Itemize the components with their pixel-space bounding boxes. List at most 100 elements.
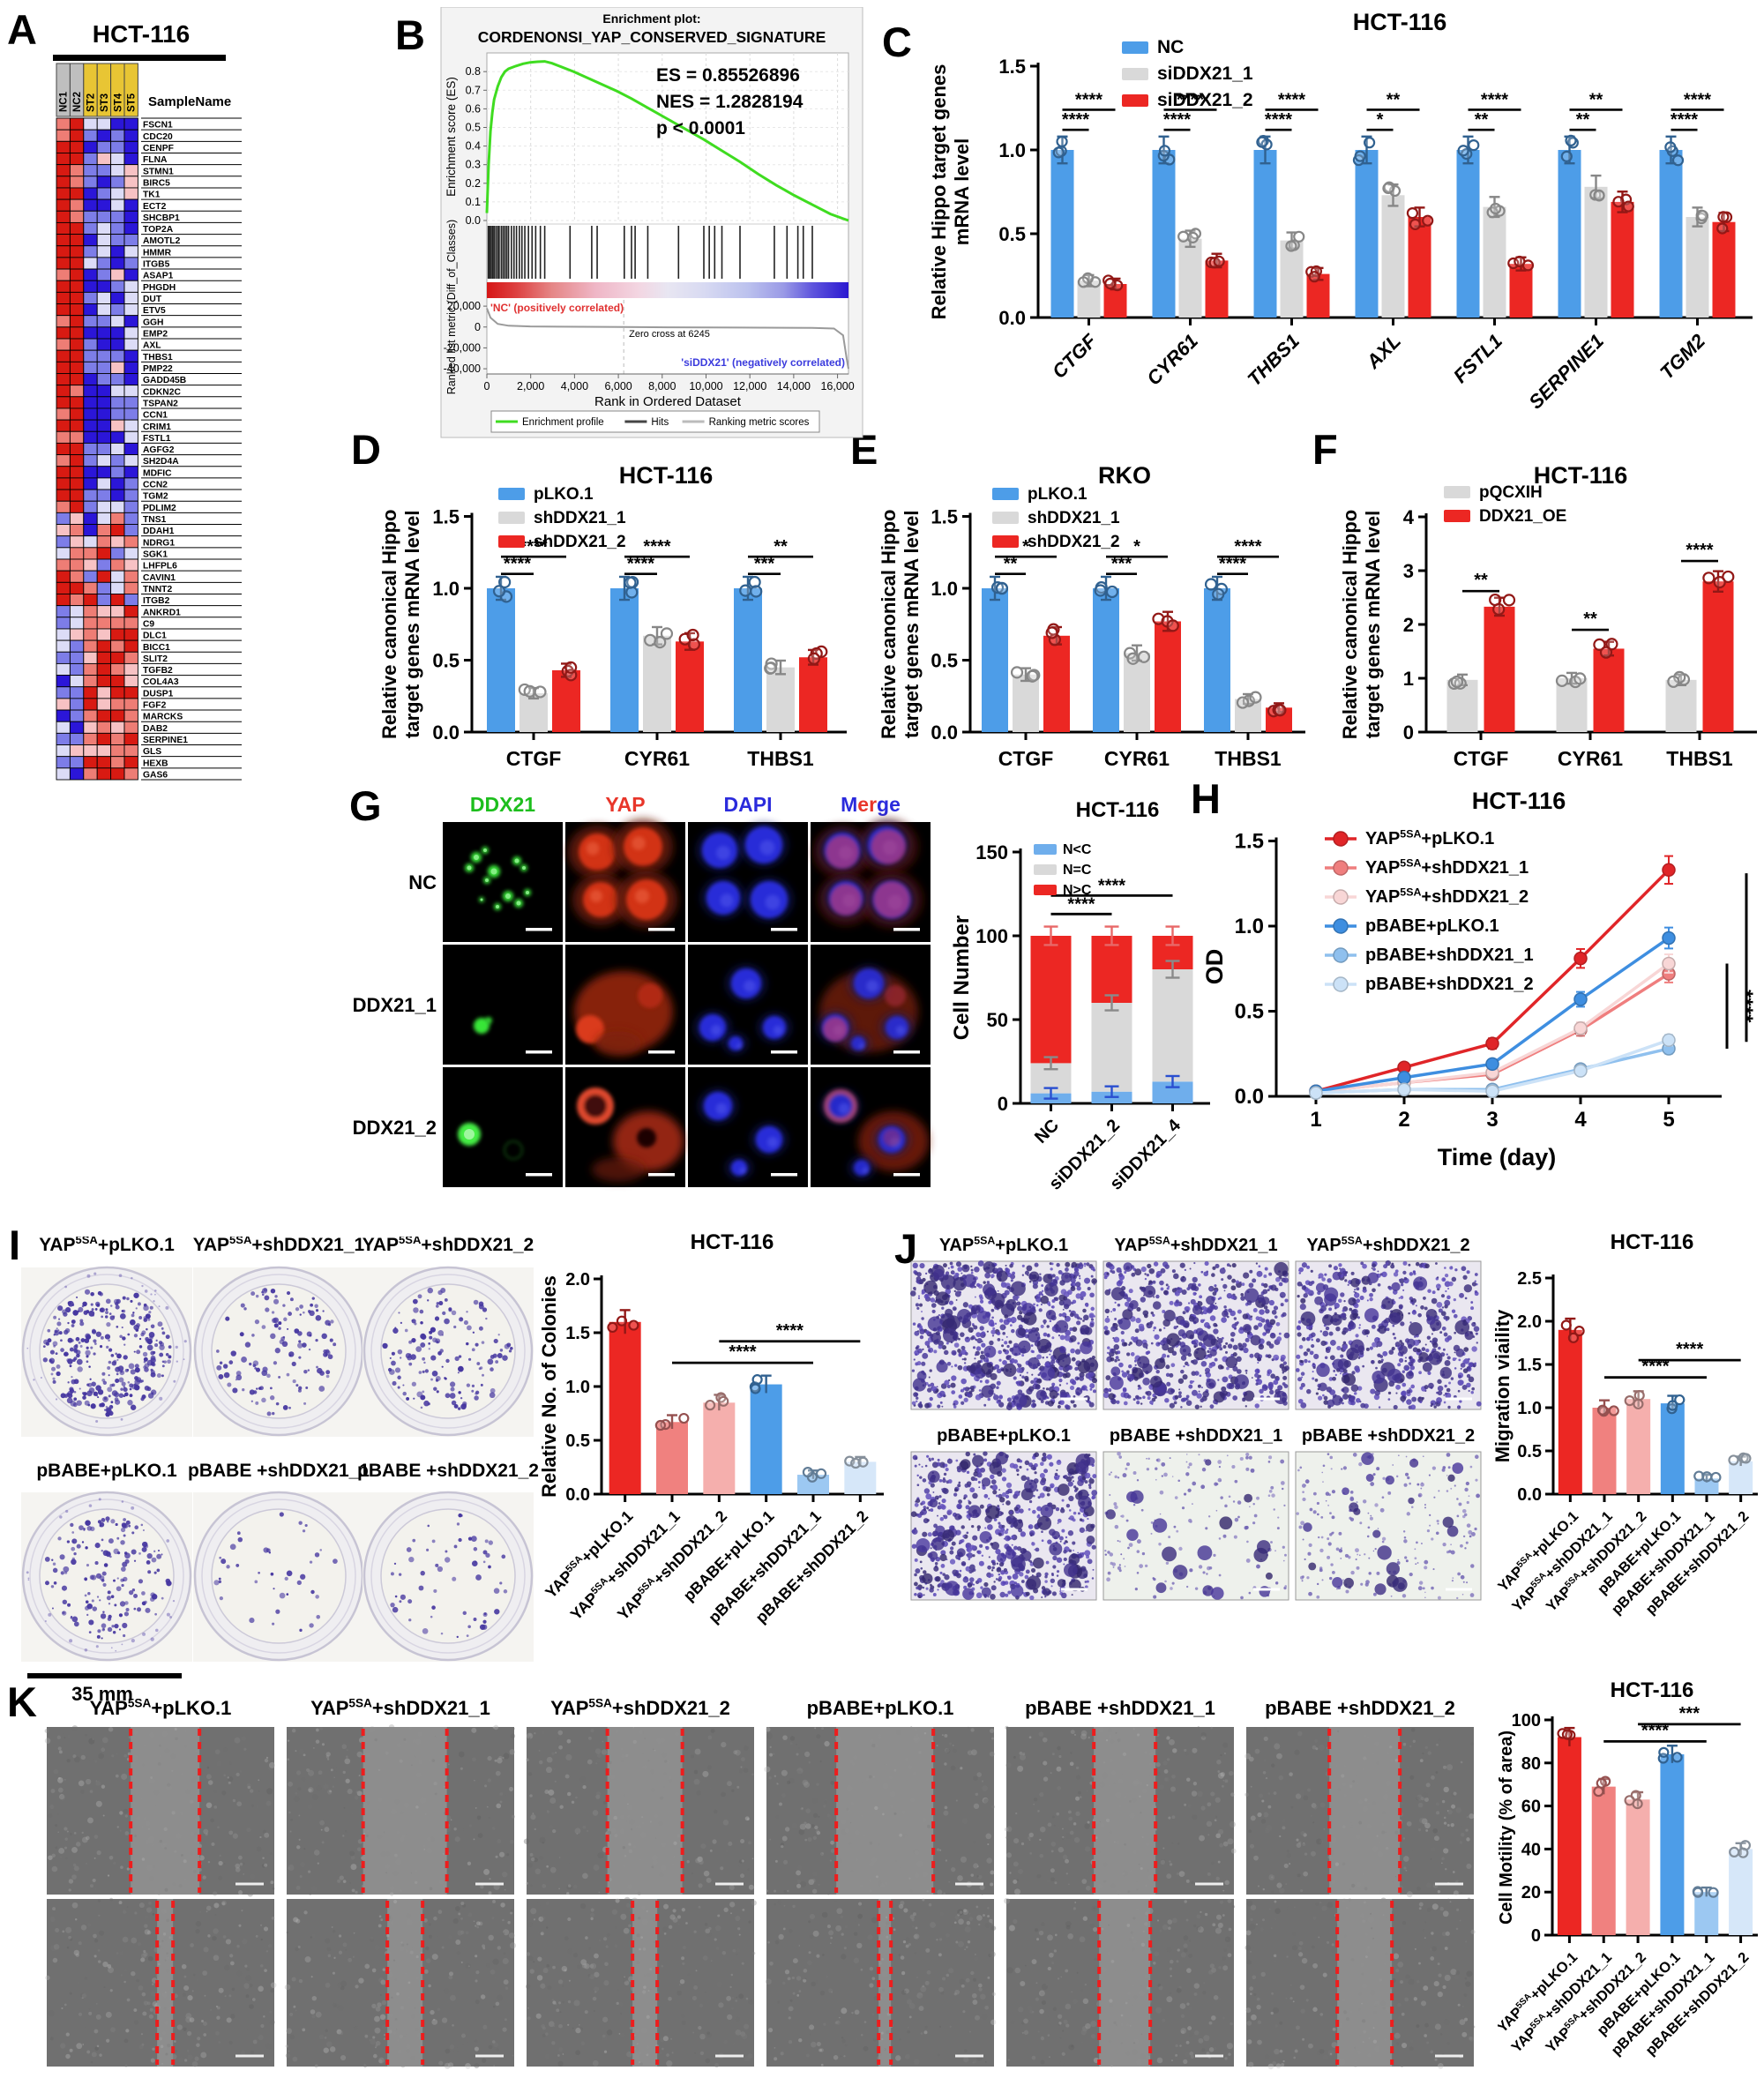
panel-g-stacked-bar-chart: HCT-116 0 50 100 150 Cell Number NC siDDX21_2 si…	[946, 790, 1215, 1212]
svg-text:0.5: 0.5	[565, 1431, 590, 1451]
svg-text:RKO: RKO	[1098, 462, 1151, 489]
svg-text:10,000: 10,000	[689, 380, 722, 392]
svg-text:'siDDX21' (negatively correlat: 'siDDX21' (negatively correlated)	[681, 356, 845, 369]
svg-text:TK1: TK1	[143, 191, 161, 200]
svg-text:OD: OD	[1201, 949, 1228, 985]
panel-letter-a: A	[7, 6, 37, 53]
panel-letter-b: B	[395, 11, 425, 58]
svg-text:CTGF: CTGF	[998, 747, 1054, 770]
svg-text:Relative No. of Colonies: Relative No. of Colonies	[538, 1275, 560, 1498]
svg-text:YAP5SA+pLKO.1: YAP5SA+pLKO.1	[39, 1237, 175, 1255]
svg-text:0.0: 0.0	[432, 721, 460, 744]
svg-text:3: 3	[1403, 560, 1414, 582]
svg-text:****: ****	[1067, 894, 1095, 914]
svg-text:TNS1: TNS1	[143, 515, 167, 525]
svg-text:1: 1	[1403, 668, 1414, 690]
svg-text:FSCN1: FSCN1	[143, 121, 173, 131]
svg-text:pBABE+pLKO.1: pBABE+pLKO.1	[1365, 916, 1499, 936]
svg-text:target genes mRNA level: target genes mRNA level	[1362, 511, 1384, 738]
svg-text:****: ****	[1753, 941, 1764, 975]
svg-text:TNNT2: TNNT2	[143, 585, 172, 594]
panel-e-bar-chart: RKO 0.0 0.5 1.0 1.5 Relative canonical Hippo t…	[878, 457, 1310, 810]
svg-text:target genes mRNA level: target genes mRNA level	[401, 511, 423, 738]
panel-j-bar-chart: HCT-116 0.0 0.5 1.0 1.5 2.0 2.5 Migration viail…	[1493, 1231, 1762, 1712]
svg-text:4,000: 4,000	[561, 380, 588, 392]
svg-text:20,000: 20,000	[447, 300, 481, 312]
svg-text:GGH: GGH	[143, 318, 163, 327]
svg-text:***: ***	[754, 555, 775, 574]
svg-text:TOP2A: TOP2A	[143, 225, 174, 235]
svg-text:pLKO.1: pLKO.1	[534, 485, 594, 504]
svg-text:AGFG2: AGFG2	[143, 445, 175, 455]
svg-text:THBS1: THBS1	[1215, 747, 1282, 770]
panel-j-migration-images: YAP5SA+pLKO.1 YAP5SA+shDDX21_1 YAP5SA+shDD…	[907, 1237, 1489, 1618]
svg-text:1.0: 1.0	[432, 578, 460, 600]
svg-text:****: ****	[729, 1342, 756, 1362]
mountIchart-svg: HCT-116 0.0 0.5 1.0 1.5 2.0 Relative No. of Co…	[538, 1231, 884, 1626]
svg-text:CCN2: CCN2	[143, 481, 168, 490]
mountJ-svg: YAP5SA+pLKO.1 YAP5SA+shDDX21_1 YAP5SA+shDD…	[909, 1237, 1482, 1601]
svg-text:CYR61: CYR61	[1104, 747, 1170, 770]
svg-text:3: 3	[1486, 1108, 1498, 1132]
svg-text:Relative canonical Hippo: Relative canonical Hippo	[878, 510, 900, 739]
svg-text:0.0: 0.0	[931, 721, 958, 744]
svg-text:YAP5SA+shDDX21_2: YAP5SA+shDDX21_2	[363, 1237, 534, 1255]
svg-text:1.5: 1.5	[1235, 830, 1264, 854]
panel-i-bar-chart: HCT-116 0.0 0.5 1.0 1.5 2.0 Relative No. of Co…	[538, 1231, 891, 1712]
svg-text:Rank in Ordered Dataset: Rank in Ordered Dataset	[594, 394, 742, 409]
svg-text:TGFB2: TGFB2	[143, 666, 173, 676]
svg-text:0: 0	[998, 1093, 1008, 1115]
svg-text:100: 100	[975, 925, 1008, 947]
svg-text:MDFIC: MDFIC	[143, 468, 172, 478]
svg-text:****: ****	[1075, 90, 1102, 109]
svg-text:DDX21_OE: DDX21_OE	[1479, 507, 1566, 526]
svg-text:NC: NC	[1157, 37, 1184, 57]
svg-text:****: ****	[1163, 110, 1191, 130]
svg-text:12,000: 12,000	[733, 380, 766, 392]
svg-text:0.0: 0.0	[998, 307, 1026, 329]
svg-text:****: ****	[1062, 110, 1089, 130]
panel-d-bar-chart: HCT-116 0.0 0.5 1.0 1.5 Relative canonical Hi…	[375, 457, 851, 810]
svg-text:2: 2	[1403, 614, 1414, 636]
svg-text:FSTL1: FSTL1	[1449, 330, 1506, 387]
svg-text:shDDX21_2: shDDX21_2	[1028, 533, 1120, 551]
svg-text:NDRG1: NDRG1	[143, 538, 175, 548]
svg-text:NC2: NC2	[72, 92, 83, 112]
panel-c-bar-chart: HCT-116 0.0 0.5 1.0 1.5 Relative Hippo target…	[919, 7, 1757, 426]
svg-text:AXL: AXL	[143, 341, 161, 351]
svg-text:N>C: N>C	[1063, 883, 1092, 898]
svg-text:8,000: 8,000	[648, 380, 676, 392]
svg-text:mRNA level: mRNA level	[951, 138, 973, 245]
svg-text:pBABE +shDDX21_1: pBABE +shDDX21_1	[188, 1461, 370, 1481]
svg-text:THBS1: THBS1	[1243, 330, 1304, 391]
svg-text:NC: NC	[1031, 1116, 1063, 1147]
svg-text:STMN1: STMN1	[143, 167, 174, 176]
svg-text:**: **	[1387, 90, 1401, 109]
svg-text:CYR61: CYR61	[1558, 747, 1623, 770]
svg-text:FLNA: FLNA	[143, 155, 168, 165]
svg-text:AMOTL2: AMOTL2	[143, 236, 181, 246]
svg-text:1.0: 1.0	[1235, 915, 1264, 938]
svg-text:4: 4	[1574, 1108, 1587, 1132]
svg-text:SERPINE1: SERPINE1	[143, 736, 188, 745]
svg-text:ETV5: ETV5	[143, 306, 166, 316]
svg-text:NC: NC	[408, 871, 437, 893]
mountF-svg: HCT-116 0 1 2 3 4 Relative canonical Hippo targ…	[1342, 462, 1757, 770]
mountA-svg: HCT-116 NC1 NC2 ST2 ST3 ST4 ST5 SampleName FSCN1…	[53, 20, 242, 781]
svg-text:CYR61: CYR61	[624, 747, 690, 770]
svg-text:2,000: 2,000	[517, 380, 544, 392]
svg-text:PDLIM2: PDLIM2	[143, 504, 176, 513]
svg-text:****: ****	[519, 537, 547, 557]
svg-text:1.0: 1.0	[998, 139, 1026, 161]
svg-text:GADD45B: GADD45B	[143, 376, 186, 385]
svg-text:NC1: NC1	[59, 91, 70, 112]
svg-text:****: ****	[1219, 555, 1246, 574]
svg-text:siDDX21_2: siDDX21_2	[353, 1117, 437, 1139]
svg-text:SGK1: SGK1	[143, 550, 168, 560]
svg-text:pBABE +shDDX21_2: pBABE +shDDX21_2	[357, 1461, 539, 1481]
svg-text:0.1: 0.1	[466, 196, 481, 208]
svg-text:pBABE +shDDX21_2: pBABE +shDDX21_2	[1302, 1426, 1475, 1446]
